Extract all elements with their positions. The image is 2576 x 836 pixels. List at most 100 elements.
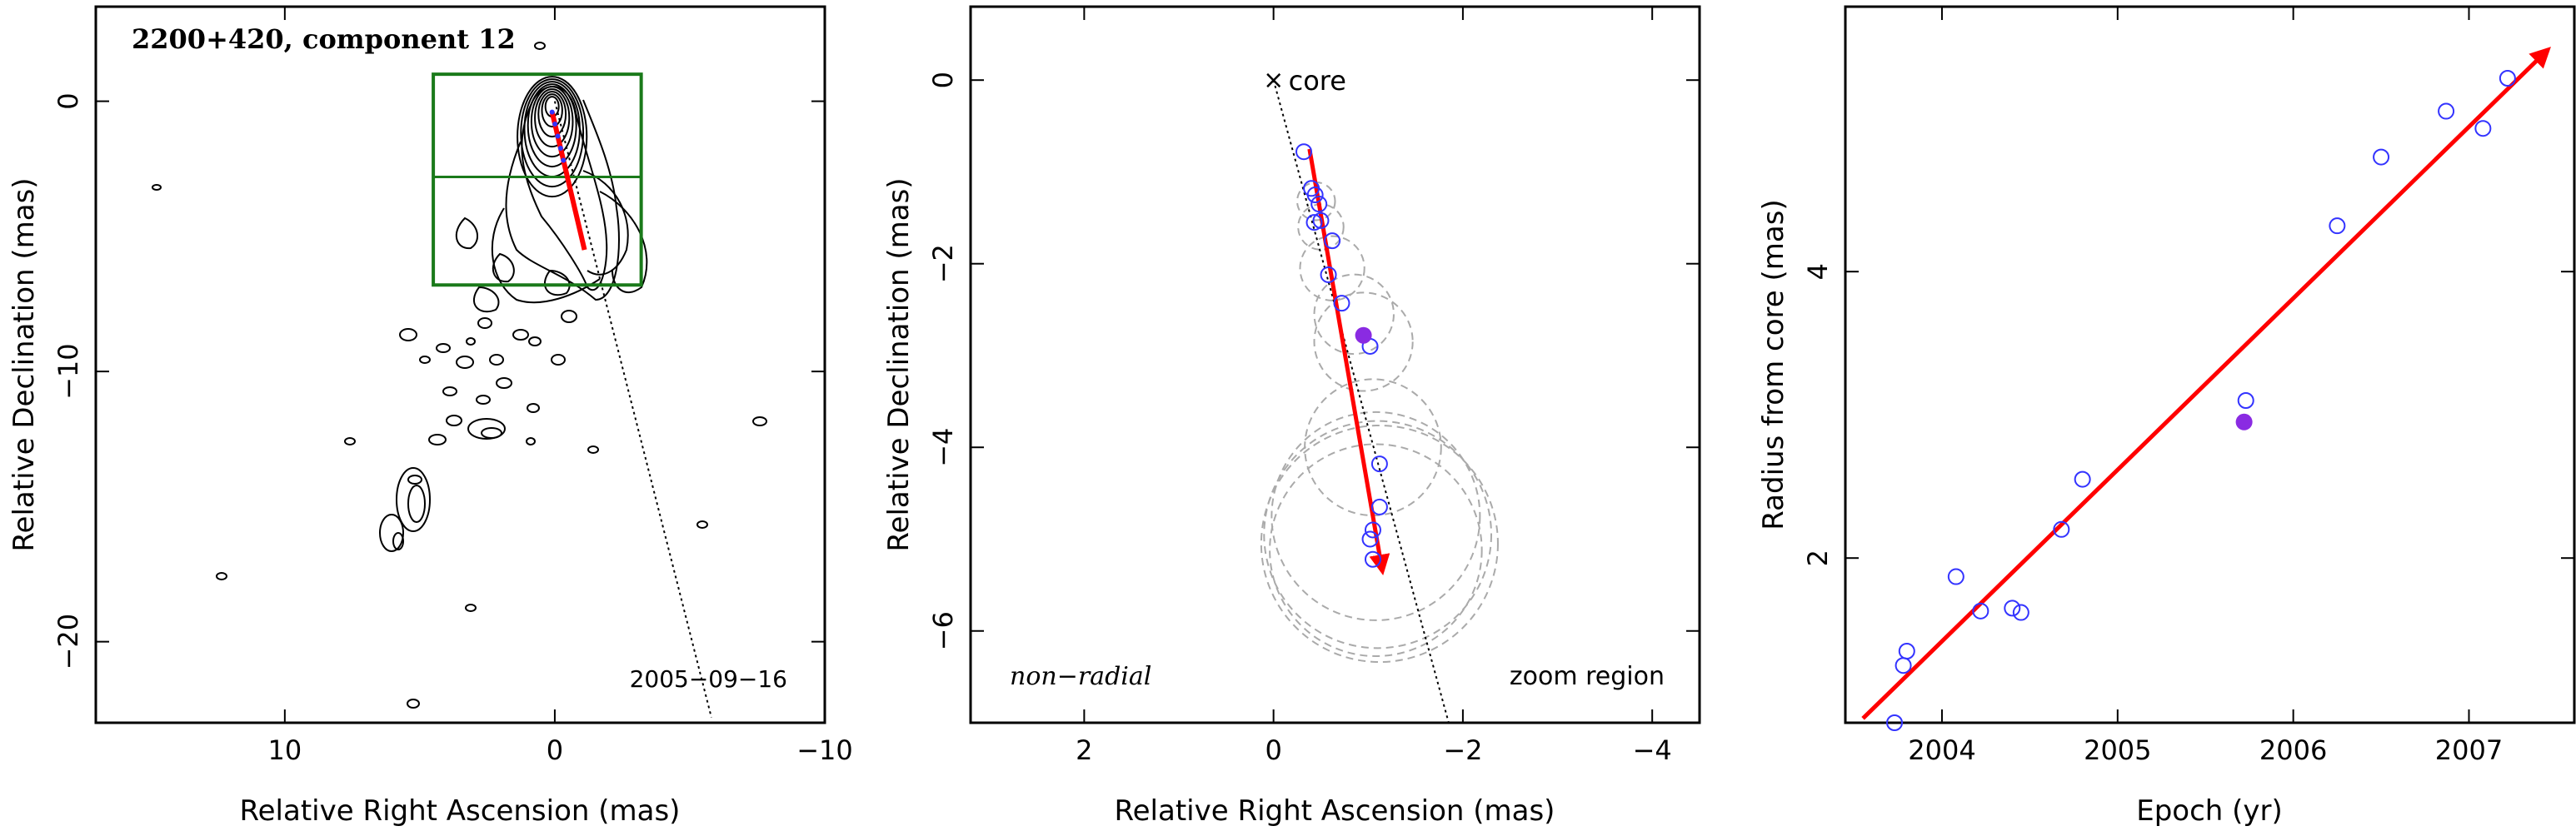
data-point bbox=[1898, 643, 1915, 659]
radius-measurements bbox=[1886, 70, 2516, 731]
contour-blob bbox=[446, 415, 462, 426]
data-point bbox=[1295, 143, 1312, 161]
component-position-dot bbox=[561, 157, 567, 163]
component-size-ring bbox=[1271, 411, 1481, 621]
contour-blob bbox=[587, 445, 599, 454]
x-tick-label: 0 bbox=[1265, 734, 1281, 766]
y-axis-label: Radius from core (mas) bbox=[1757, 199, 1790, 530]
contour-blob bbox=[476, 395, 491, 405]
zoom-region-box bbox=[432, 72, 643, 287]
contour-blob bbox=[466, 337, 476, 346]
y-tick-label: −2 bbox=[927, 244, 959, 283]
x-axis-label: Relative Right Ascension (mas) bbox=[240, 794, 681, 828]
trajectory-guide-line bbox=[553, 101, 712, 718]
y-axis-label: Relative Declination (mas) bbox=[882, 177, 916, 551]
component-positions bbox=[1295, 143, 1388, 568]
contour-blob bbox=[752, 416, 767, 426]
x-tick-label: −2 bbox=[1443, 734, 1482, 766]
data-point bbox=[1310, 196, 1328, 213]
contour-line bbox=[520, 78, 585, 188]
y-tick-label: −10 bbox=[52, 343, 84, 400]
contour-line bbox=[505, 99, 620, 301]
contour-blob bbox=[696, 520, 708, 529]
data-point bbox=[1370, 455, 1388, 473]
panel-title: 2200+420, component 12 bbox=[132, 23, 516, 55]
y-tick-label: 0 bbox=[927, 72, 959, 88]
contour-blob bbox=[561, 310, 577, 323]
contour-blob bbox=[392, 532, 404, 550]
component-position-dot bbox=[557, 146, 563, 152]
component-size-ring bbox=[1263, 420, 1492, 649]
x-tick-label: −4 bbox=[1633, 734, 1672, 766]
x-axis-label: Epoch (yr) bbox=[2136, 794, 2283, 828]
data-point bbox=[1972, 602, 1989, 620]
x-tick-label: 2006 bbox=[2259, 734, 2327, 766]
contour-line bbox=[473, 286, 500, 313]
contour-line bbox=[492, 252, 515, 283]
x-tick-label: 10 bbox=[267, 734, 302, 766]
data-point bbox=[1333, 295, 1350, 312]
contour-blob bbox=[527, 403, 540, 413]
contour-line bbox=[517, 76, 588, 198]
data-point-highlighted bbox=[1355, 326, 1372, 344]
data-point bbox=[1895, 657, 1912, 674]
y-tick-label: 2 bbox=[1802, 550, 1834, 566]
contour-blob bbox=[407, 485, 426, 523]
axis-ticks: 2004 2005 2006 2007 2 4 bbox=[1802, 7, 2574, 766]
data-point bbox=[2053, 520, 2070, 538]
contour-blob bbox=[489, 354, 504, 366]
motion-type-label: non−radial bbox=[1010, 662, 1151, 691]
x-axis-label: Relative Right Ascension (mas) bbox=[1115, 794, 1555, 828]
data-point bbox=[1886, 714, 1904, 731]
plot-frame bbox=[1844, 5, 2576, 724]
component-size-ring bbox=[1299, 235, 1365, 301]
component-position-dot bbox=[552, 122, 558, 127]
contour-blob bbox=[528, 336, 542, 346]
y-tick-label: −20 bbox=[52, 614, 84, 670]
data-point bbox=[2004, 600, 2021, 617]
contour-line bbox=[537, 91, 567, 138]
data-point bbox=[1324, 232, 1341, 250]
y-tick-label: 0 bbox=[52, 92, 84, 109]
data-point bbox=[1364, 521, 1381, 539]
contour-blob bbox=[526, 437, 536, 445]
component-position-dot bbox=[555, 133, 561, 139]
data-point bbox=[2499, 70, 2516, 87]
data-point bbox=[2373, 148, 2390, 166]
data-point bbox=[2237, 392, 2254, 409]
contour-blob bbox=[477, 317, 492, 329]
contour-blob bbox=[465, 604, 477, 612]
axis-ticks: 2 0 −2 −4 0 −2 −4 −6 bbox=[927, 7, 1700, 766]
contour-blob bbox=[534, 42, 546, 50]
y-tick-label: 4 bbox=[1802, 263, 1834, 280]
data-point bbox=[1364, 550, 1381, 568]
contour-blob bbox=[399, 328, 417, 341]
data-point bbox=[1312, 211, 1330, 229]
panel-zoom-region: 2 0 −2 −4 0 −2 −4 −6 × core non−radial zoom reg… bbox=[882, 5, 1701, 828]
data-point bbox=[1361, 530, 1379, 548]
data-point bbox=[2329, 217, 2346, 235]
core-label: core bbox=[1289, 65, 1346, 97]
contour-line bbox=[544, 269, 571, 296]
contour-blob bbox=[344, 437, 356, 445]
plot-frame bbox=[94, 5, 826, 724]
data-point bbox=[1306, 187, 1324, 204]
data-point-highlighted bbox=[2235, 413, 2253, 430]
overlay bbox=[432, 72, 712, 718]
data-point bbox=[1305, 214, 1323, 231]
data-point bbox=[2474, 120, 2492, 137]
x-tick-label: 0 bbox=[547, 734, 563, 766]
component-rings bbox=[1260, 182, 1499, 664]
x-tick-label: 2005 bbox=[2084, 734, 2151, 766]
y-tick-label: −6 bbox=[927, 611, 959, 650]
contour-blob bbox=[152, 184, 162, 191]
zoom-region-label: zoom region bbox=[1510, 662, 1665, 691]
contour-map bbox=[152, 42, 767, 709]
contour-line bbox=[582, 170, 629, 276]
contour-blob bbox=[496, 377, 512, 389]
data-point bbox=[1320, 266, 1337, 283]
plot-frame bbox=[969, 5, 1701, 724]
x-tick-label: 2 bbox=[1076, 734, 1092, 766]
contour-blob bbox=[216, 572, 227, 580]
